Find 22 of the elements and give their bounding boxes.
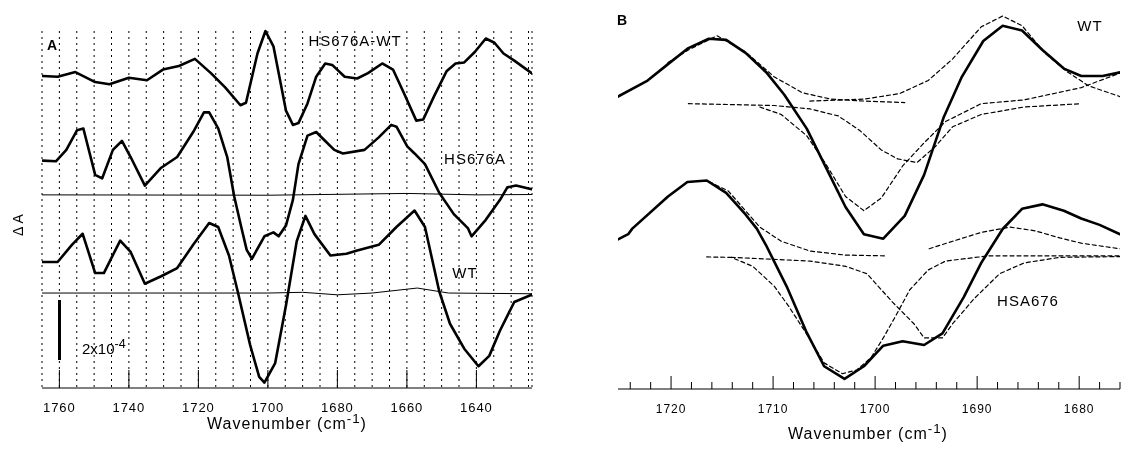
y-axis-title: Δ A bbox=[10, 214, 26, 236]
x-axis-title: Wavenumber (cm$^{-1}$) bbox=[788, 420, 948, 443]
annotation: A bbox=[46, 37, 58, 53]
x-tick-label: 1690 bbox=[961, 402, 993, 416]
x-tick-label: 1680 bbox=[1063, 402, 1095, 416]
x-tick-label: 1700 bbox=[251, 400, 285, 415]
x-tick-label: 1660 bbox=[390, 400, 424, 415]
x-tick-label: 1720 bbox=[655, 402, 687, 416]
annotation: 2x10$^{-4}$ bbox=[82, 337, 126, 357]
text: WT bbox=[1077, 16, 1103, 34]
series-label: HS676A bbox=[444, 149, 506, 167]
x-tick-label: 1760 bbox=[42, 400, 76, 415]
series-label: HS676A-WT bbox=[308, 31, 402, 49]
series-label: HSA676 bbox=[997, 291, 1059, 309]
x-tick-label: 1640 bbox=[459, 400, 493, 415]
x-tick-label: 1740 bbox=[112, 400, 146, 415]
x-tick-label: 1680 bbox=[320, 400, 354, 415]
x-tick-label: 1710 bbox=[757, 402, 789, 416]
x-tick-label: 1700 bbox=[859, 402, 891, 416]
series-label: WT bbox=[452, 263, 478, 281]
x-tick-label: 1720 bbox=[181, 400, 215, 415]
annotation: B bbox=[616, 12, 628, 28]
